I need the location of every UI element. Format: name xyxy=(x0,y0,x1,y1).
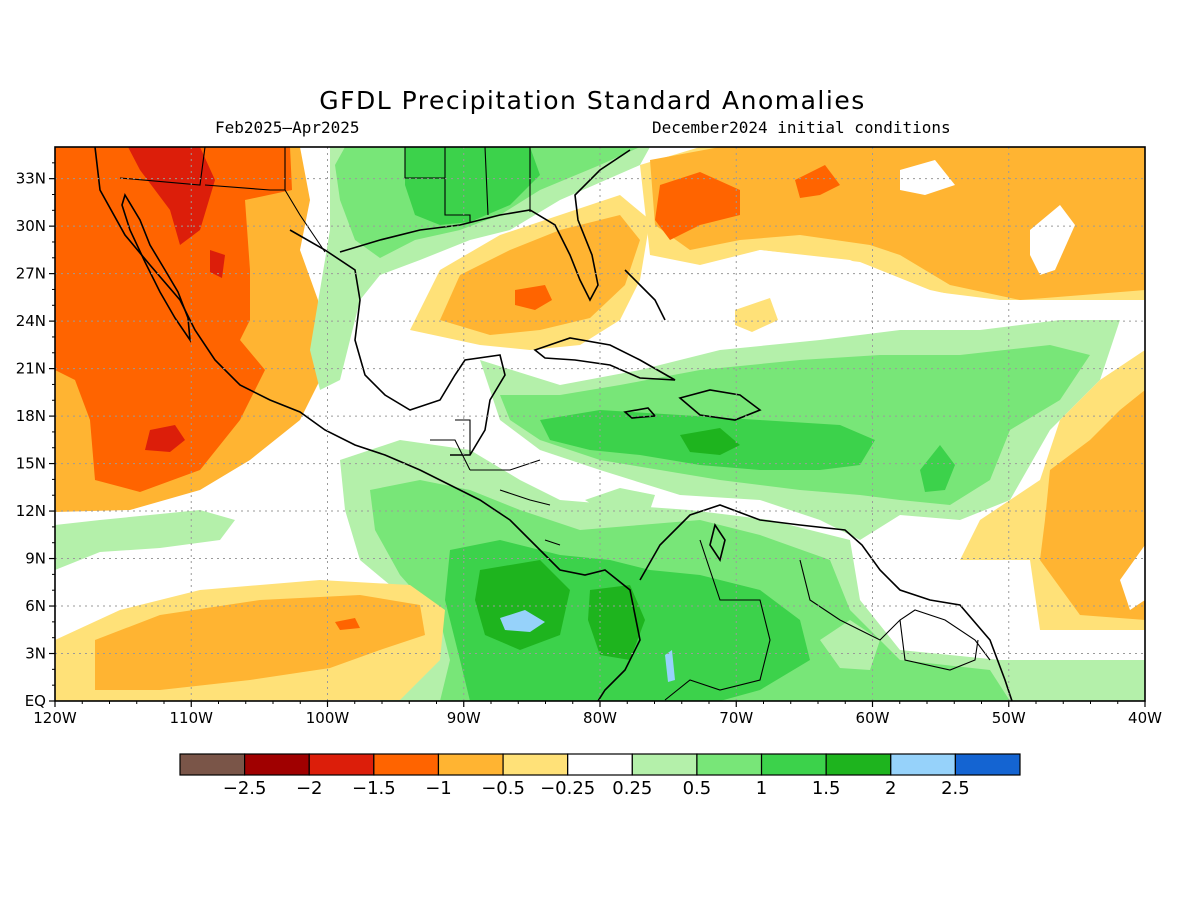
colorbar-swatch xyxy=(825,753,892,776)
coast-maracaibo xyxy=(709,523,726,562)
colorbar-swatch xyxy=(308,753,375,776)
colorbar-swatch xyxy=(696,753,763,776)
lon-tick-label: 90W xyxy=(447,709,481,727)
lat-tick-label: EQ xyxy=(25,692,46,710)
anomaly-dry-atlantic-blob2 xyxy=(795,165,840,198)
anomaly-wet-extreme-andes xyxy=(665,650,675,682)
colorbar-label: −1 xyxy=(425,778,452,799)
anomaly-dry-east-atlantic-core xyxy=(1040,390,1145,620)
colorbar-swatch xyxy=(437,753,504,776)
lon-tick-label: 70W xyxy=(719,709,753,727)
colorbar-swatch xyxy=(373,753,440,776)
coast-us-gulf xyxy=(339,149,631,302)
coast-cuba xyxy=(533,337,676,381)
borders xyxy=(119,147,991,701)
anomaly-dry-atlantic-blob1 xyxy=(655,172,740,240)
lon-tick-label: 80W xyxy=(583,709,617,727)
colorbar-swatch xyxy=(760,753,827,776)
border-colombia-venezuela xyxy=(664,539,771,701)
lat-tick-label: 27N xyxy=(16,265,46,283)
colorbar-swatch xyxy=(179,753,246,776)
initial-conditions: December2024 initial conditions xyxy=(652,118,951,137)
lat-tick-label: 6N xyxy=(25,597,46,615)
colorbar-label: −0.25 xyxy=(540,778,595,799)
colorbar-label: 1 xyxy=(756,778,767,799)
colorbar-swatch xyxy=(954,753,1021,776)
graticule xyxy=(55,147,1145,701)
anomaly-neutral-atlantic-hole1 xyxy=(900,160,955,195)
coast-hispaniola xyxy=(678,389,762,421)
colorbar-label: 2 xyxy=(885,778,896,799)
colorbar-swatch xyxy=(567,753,633,776)
lat-tick-label: 9N xyxy=(25,550,46,568)
anomaly-dry-gulf-blob xyxy=(515,285,552,310)
anomaly-dry-sargasso-blob xyxy=(735,298,778,332)
colorbar-label: −2.5 xyxy=(223,778,267,799)
anomaly-neutral-atlantic-hole2 xyxy=(1030,205,1075,275)
border-central-america xyxy=(430,419,561,546)
lat-tick-label: 24N xyxy=(16,312,46,330)
lat-tick-label: 30N xyxy=(16,217,46,235)
colorbar-swatch xyxy=(631,753,698,776)
lon-tick-label: 120W xyxy=(33,709,77,727)
anomaly-wet-atlantic-east-core xyxy=(920,445,955,492)
anomaly-wet-colombia-strong xyxy=(588,585,645,660)
colorbar-label: 2.5 xyxy=(941,778,970,799)
lon-tick-label: 40W xyxy=(1128,709,1162,727)
anomaly-wet-caribbean-strong xyxy=(680,428,740,455)
coast-gulf xyxy=(289,229,506,456)
anomaly-wet-epac-strong xyxy=(475,560,570,650)
longitude-axis: 120W 110W 100W 90W 80W 70W 60W 50W 40W xyxy=(33,701,1162,727)
anomaly-dry-sonora-core xyxy=(128,147,215,245)
colorbar: −2.5 −2 −1.5 −1 −0.5 −0.25 0.25 0.5 1 1.5 2 2.5 xyxy=(179,753,1021,799)
coast-south-america-north xyxy=(639,504,1013,701)
border-us-states xyxy=(404,147,531,222)
lon-tick-label: 60W xyxy=(856,709,890,727)
anomaly-dry-mexico-core xyxy=(55,147,292,492)
colorbar-label: −2 xyxy=(296,778,323,799)
lat-tick-label: 21N xyxy=(16,360,46,378)
border-suriname xyxy=(899,619,979,671)
anomaly-dry-pacific-core xyxy=(145,425,185,452)
lon-tick-label: 110W xyxy=(170,709,214,727)
colorbar-swatch xyxy=(890,753,956,776)
coast-florida-keys xyxy=(624,269,666,321)
coast-baja xyxy=(121,193,192,343)
anomaly-dry-equatorial-core xyxy=(95,595,425,690)
colorbar-swatch xyxy=(244,753,310,776)
lat-tick-label: 33N xyxy=(16,170,46,188)
anomaly-dry-pacific-core2 xyxy=(210,250,225,278)
latitude-axis: 33N 30N 27N 24N 21N 18N 15N 12N 9N 6N 3N EQ xyxy=(16,162,55,710)
anomaly-wet-extreme-epac xyxy=(500,610,545,632)
map-title: GFDL Precipitation Standard Anomalies xyxy=(319,86,866,115)
anomaly-wet-pacific-west-strip xyxy=(55,510,235,570)
colorbar-label: 1.5 xyxy=(812,778,841,799)
anomaly-dry-atlantic-core xyxy=(650,147,1145,300)
border-us-mexico xyxy=(119,147,326,253)
forecast-period: Feb2025–Apr2025 xyxy=(215,118,360,137)
lat-tick-label: 12N xyxy=(16,502,46,520)
colorbar-label: 0.25 xyxy=(612,778,652,799)
colorbar-swatch xyxy=(502,753,569,776)
colorbar-label: 0.5 xyxy=(683,778,712,799)
anomaly-dry-equatorial-blob xyxy=(335,618,360,630)
lon-tick-label: 100W xyxy=(306,709,350,727)
colorbar-label: −0.5 xyxy=(481,778,525,799)
coastlines xyxy=(94,147,1013,701)
lon-tick-label: 50W xyxy=(992,709,1026,727)
colorbar-label: −1.5 xyxy=(352,778,396,799)
anomaly-dry-gulf-florida-core xyxy=(440,215,640,335)
anomaly-wet-us-southeast xyxy=(405,147,540,225)
lat-tick-label: 15N xyxy=(16,455,46,473)
anomaly-field xyxy=(55,147,1145,701)
anomaly-neutral-east-atlantic xyxy=(1120,545,1145,610)
lat-tick-label: 3N xyxy=(25,645,46,663)
lat-tick-label: 18N xyxy=(16,407,46,425)
